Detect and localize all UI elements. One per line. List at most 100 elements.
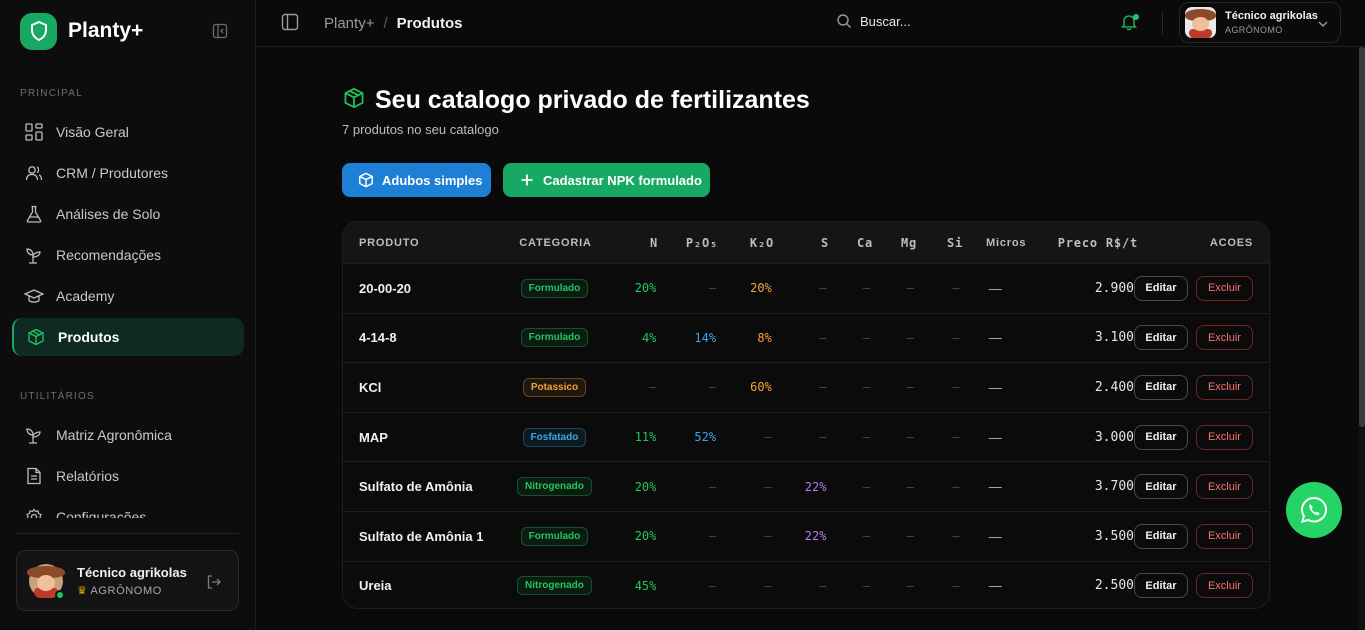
sidebar-item-relatorios[interactable]: Relatórios — [12, 457, 244, 495]
scrollbar-thumb[interactable] — [1359, 47, 1365, 427]
cell-p: — — [708, 529, 717, 544]
avatar — [27, 563, 65, 600]
delete-button[interactable]: Excluir — [1195, 275, 1253, 301]
sidebar-item-academy[interactable]: Academy — [12, 277, 244, 315]
delete-button[interactable]: Excluir — [1195, 424, 1253, 450]
cell-p: — — [708, 479, 717, 494]
notification-dot — [1133, 14, 1139, 20]
table-body: 20-00-20 Formulado 20% —20% — — — — —2.900 Editar… — [343, 263, 1269, 608]
sidebar-item-configuracoes[interactable]: Configurações — [12, 498, 244, 518]
cell-n: 20% — [634, 281, 657, 296]
cell-ca: — — [863, 479, 871, 494]
column-header[interactable]: Micros — [986, 236, 1027, 249]
sidebar-toggle-icon[interactable] — [281, 13, 301, 33]
sidebar-item-label: Relatórios — [56, 468, 120, 484]
breadcrumb-root[interactable]: Planty+ — [324, 15, 375, 32]
edit-button[interactable]: Editar — [1133, 374, 1188, 400]
delete-button[interactable]: Excluir — [1195, 523, 1253, 549]
column-header[interactable]: PRODUTO — [359, 236, 420, 249]
category-badge: Nitrogenado — [517, 576, 592, 596]
column-header[interactable]: S — [820, 235, 829, 250]
cell-mg: — — [906, 430, 915, 445]
search-icon — [837, 14, 851, 28]
edit-button[interactable]: Editar — [1133, 325, 1188, 351]
whatsapp-button[interactable] — [1286, 482, 1342, 538]
cell-s: 22% — [804, 479, 827, 494]
cell-s: — — [819, 330, 827, 345]
delete-button[interactable]: Excluir — [1195, 573, 1253, 599]
edit-button[interactable]: Editar — [1133, 523, 1188, 549]
delete-button[interactable]: Excluir — [1195, 474, 1253, 500]
cell-k: — — [764, 430, 772, 445]
edit-button[interactable]: Editar — [1133, 275, 1188, 301]
table-row: Ureia Nitrogenado 45% — — — — — — — 2.500 Editar Exc… — [343, 560, 1269, 608]
cell-preco: 3.100 — [1094, 330, 1134, 346]
category-badge: Potassico — [522, 377, 587, 397]
column-header[interactable]: CATEGORIA — [519, 236, 592, 249]
bell-icon[interactable] — [1120, 13, 1140, 33]
user-role: AGRÔNOMO — [90, 584, 162, 597]
column-header[interactable]: Preco R$/t — [1057, 235, 1138, 250]
cell-p: 14% — [694, 330, 717, 345]
delete-button[interactable]: Excluir — [1195, 374, 1253, 400]
column-header[interactable]: N — [649, 235, 658, 250]
logout-icon[interactable] — [206, 574, 222, 590]
breadcrumb-current: Produtos — [396, 15, 463, 32]
category-badge: Formulado — [520, 278, 589, 298]
sidebar-item-produtos[interactable]: Produtos — [12, 318, 244, 356]
brand[interactable]: Planty+ — [0, 0, 255, 62]
column-header[interactable]: P₂O₅ — [685, 235, 718, 250]
document-icon — [24, 466, 44, 486]
column-header[interactable]: K₂O — [749, 235, 774, 250]
sidebar-item-visao-geral[interactable]: Visão Geral — [12, 113, 244, 151]
edit-button[interactable]: Editar — [1133, 573, 1188, 599]
cell-produto: 4-14-8 — [359, 330, 397, 346]
cell-n: 4% — [641, 330, 657, 345]
cell-k: — — [764, 479, 772, 494]
edit-button[interactable]: Editar — [1133, 424, 1188, 450]
sidebar-item-label: Produtos — [58, 329, 120, 345]
column-header[interactable]: Mg — [900, 235, 917, 250]
cell-micros: — — [988, 578, 1002, 594]
sidebar-item-crm[interactable]: CRM / Produtores — [12, 154, 244, 192]
cell-p: — — [708, 380, 717, 395]
cadastrar-npk-button[interactable]: Cadastrar NPK formulado — [503, 163, 710, 197]
adubos-simples-button[interactable]: Adubos simples — [342, 163, 491, 197]
sidebar-item-recomendacoes[interactable]: Recomendações — [12, 236, 244, 274]
delete-button[interactable]: Excluir — [1195, 325, 1253, 351]
box-icon — [26, 327, 46, 347]
cell-mg: — — [906, 479, 915, 494]
sidebar-item-label: Academy — [56, 288, 115, 304]
sidebar-item-analises-solo[interactable]: Análises de Solo — [12, 195, 244, 233]
gear-icon — [24, 507, 44, 518]
column-header[interactable]: Si — [946, 235, 963, 250]
user-menu[interactable]: Técnico agrikolas AGRÔNOMO — [1179, 2, 1341, 43]
cell-si: — — [952, 330, 960, 345]
column-header[interactable]: Ca — [856, 235, 873, 250]
graduation-cap-icon — [24, 286, 44, 306]
search-input[interactable]: Buscar... — [836, 13, 911, 29]
section-label-utilitarios: UTILITÁRIOS — [20, 391, 95, 402]
sidebar-item-label: CRM / Produtores — [56, 165, 169, 181]
crown-icon: ♛ — [77, 584, 88, 597]
sidebar-item-label: Visão Geral — [56, 124, 129, 140]
cell-micros: — — [988, 280, 1002, 296]
box-icon — [343, 87, 365, 114]
cell-s: — — [819, 430, 827, 445]
sidebar-user-card[interactable]: Técnico agrikolas ♛ AGRÔNOMO — [16, 550, 239, 611]
collapse-sidebar-icon[interactable] — [211, 22, 229, 40]
user-name: Técnico agrikolas — [77, 564, 187, 580]
section-label-principal: PRINCIPAL — [20, 88, 83, 99]
button-label: Cadastrar NPK formulado — [543, 172, 702, 188]
sidebar-item-matriz[interactable]: Matriz Agronômica — [12, 416, 244, 454]
cell-mg: — — [906, 380, 915, 395]
edit-button[interactable]: Editar — [1133, 474, 1188, 500]
cell-preco: 3.700 — [1094, 479, 1134, 495]
cell-mg: — — [906, 330, 915, 345]
cell-micros: — — [988, 429, 1002, 445]
cell-k: — — [764, 529, 772, 544]
plus-icon — [519, 172, 535, 188]
page-title: Seu catalogo privado de fertilizantes — [375, 86, 810, 114]
cell-mg: — — [906, 281, 915, 296]
cell-ca: — — [863, 380, 871, 395]
